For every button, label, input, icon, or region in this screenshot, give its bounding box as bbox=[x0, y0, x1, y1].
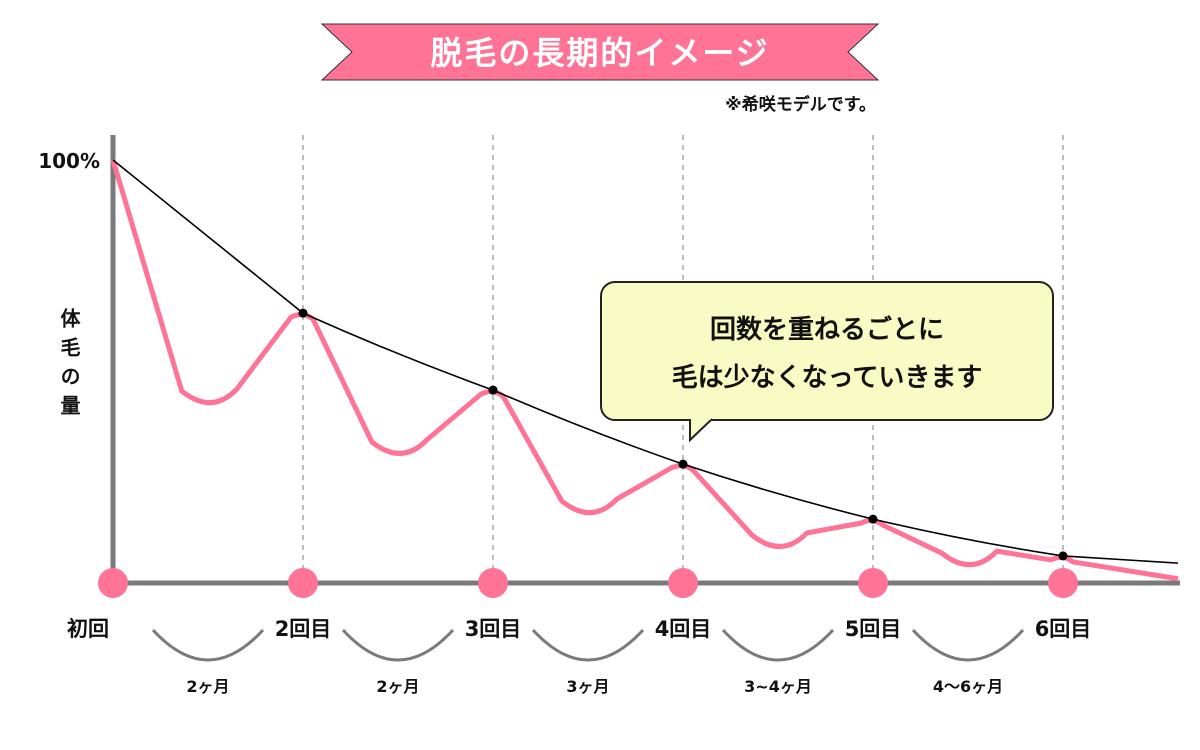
x-tick-label: 初回 bbox=[67, 617, 109, 641]
trend-point bbox=[488, 385, 498, 395]
interval-bracket bbox=[341, 628, 455, 662]
session-marker bbox=[668, 568, 698, 598]
session-marker bbox=[288, 568, 318, 598]
interval-label: 2ヶ月 bbox=[186, 677, 229, 696]
interval-label: 3ヶ月 bbox=[566, 677, 609, 696]
x-tick-label: 4回目 bbox=[655, 617, 712, 641]
interval-bracket bbox=[151, 628, 265, 662]
title-ribbon bbox=[320, 23, 880, 81]
trend-point bbox=[868, 514, 878, 524]
y-axis-label: 体毛の量 bbox=[57, 308, 81, 424]
trend-point bbox=[298, 308, 308, 318]
trend-point bbox=[1058, 551, 1068, 561]
session-marker bbox=[858, 568, 888, 598]
interval-bracket bbox=[911, 628, 1025, 662]
callout-bubble: 回数を重ねるごとに 毛は少なくなっていきます bbox=[600, 281, 1054, 443]
interval-label: 2ヶ月 bbox=[376, 677, 419, 696]
x-tick-label: 3回目 bbox=[465, 617, 522, 641]
interval-bracket bbox=[531, 628, 645, 662]
interval-label: 4～6ヶ月 bbox=[933, 677, 1003, 696]
chart-title: 脱毛の長期的イメージ bbox=[430, 34, 769, 72]
callout-line1: 回数を重ねるごとに bbox=[710, 314, 944, 345]
x-tick-label: 2回目 bbox=[275, 617, 332, 641]
session-marker bbox=[98, 568, 128, 598]
x-tick-label: 5回目 bbox=[845, 617, 902, 641]
model-note: ※希咲モデルです。 bbox=[725, 94, 876, 115]
interval-label: 3~4ヶ月 bbox=[744, 677, 812, 696]
session-marker bbox=[1048, 568, 1078, 598]
callout-line2: 毛は少なくなっていきます bbox=[672, 363, 983, 393]
trend-point bbox=[678, 459, 688, 469]
interval-bracket bbox=[721, 628, 835, 662]
y-tick-100: 100% bbox=[38, 149, 100, 173]
trend-line bbox=[112, 159, 1179, 564]
x-tick-label: 6回目 bbox=[1035, 617, 1092, 641]
session-marker bbox=[478, 568, 508, 598]
